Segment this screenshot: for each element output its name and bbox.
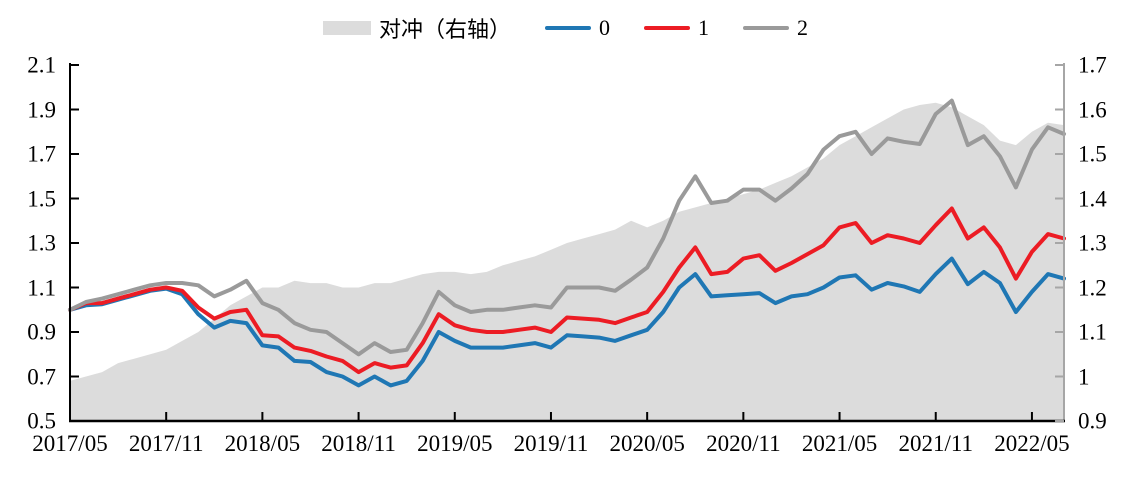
- x-axis-tick-label: 2018/11: [321, 431, 396, 456]
- legend-item-hedge[interactable]: 对冲（右轴）: [322, 12, 511, 44]
- series-0-line-swatch: [545, 26, 591, 30]
- right-axis-tick-label: 1.5: [1078, 141, 1107, 167]
- legend-label-0: 0: [599, 15, 610, 40]
- left-axis-tick-label: 2.1: [27, 52, 56, 78]
- right-axis-tick-label: 1.6: [1078, 97, 1107, 122]
- series-2-line-swatch: [743, 26, 789, 30]
- line-series-2: [68, 98, 1066, 357]
- legend-label-hedge: 对冲（右轴）: [378, 17, 511, 42]
- right-axis-tick-label: 0.9: [1078, 408, 1107, 434]
- right-axis-tick-label: 1.4: [1078, 186, 1107, 211]
- legend-label-1: 1: [698, 15, 709, 40]
- x-axis-tick-label: 2020/05: [609, 431, 685, 456]
- left-axis-tick-label: 0.9: [27, 319, 56, 345]
- legend-item-1[interactable]: 1: [644, 15, 709, 41]
- x-axis-tick-label: 2018/05: [224, 431, 301, 456]
- x-axis-tick-label: 2017/05: [32, 431, 108, 456]
- right-axis-tick-label: 1.1: [1078, 319, 1107, 345]
- legend-item-2[interactable]: 2: [743, 15, 808, 41]
- left-axis-tick-label: 1.9: [27, 97, 56, 122]
- line-series-0: [68, 256, 1066, 388]
- x-axis-tick-label: 2020/11: [706, 431, 781, 456]
- left-axis-tick-label: 1.1: [27, 275, 56, 300]
- right-axis-tick-label: 1.2: [1078, 275, 1107, 300]
- chart-legend: 对冲（右轴） 0 1 2: [0, 12, 1131, 44]
- x-axis-tick-label: 2019/11: [513, 431, 589, 456]
- line-series-1: [68, 206, 1066, 375]
- left-axis-tick-label: 1.7: [27, 141, 56, 167]
- x-axis-tick-label: 2022/05: [994, 431, 1070, 456]
- left-axis-tick-label: 0.7: [27, 364, 56, 389]
- left-axis-tick-label: 1.3: [27, 230, 56, 256]
- left-axis-tick-label: 1.5: [27, 186, 56, 211]
- x-axis-tick-label: 2017/11: [128, 431, 204, 456]
- area-series-hedge: [70, 102, 1064, 422]
- x-axis-tick-label: 2019/05: [417, 431, 493, 456]
- right-axis-tick-label: 1.3: [1078, 230, 1107, 256]
- x-axis-tick-label: 2021/11: [898, 431, 974, 456]
- right-axis-tick-label: 1: [1078, 364, 1090, 389]
- left-axis-tick-label: 0.5: [27, 408, 56, 434]
- right-axis-tick-label: 1.7: [1078, 52, 1107, 78]
- legend-label-2: 2: [797, 15, 808, 40]
- series-1-line-swatch: [644, 26, 690, 30]
- legend-item-0[interactable]: 0: [545, 15, 610, 41]
- hedge-area-swatch: [322, 21, 371, 35]
- x-axis-tick-label: 2021/05: [801, 431, 878, 456]
